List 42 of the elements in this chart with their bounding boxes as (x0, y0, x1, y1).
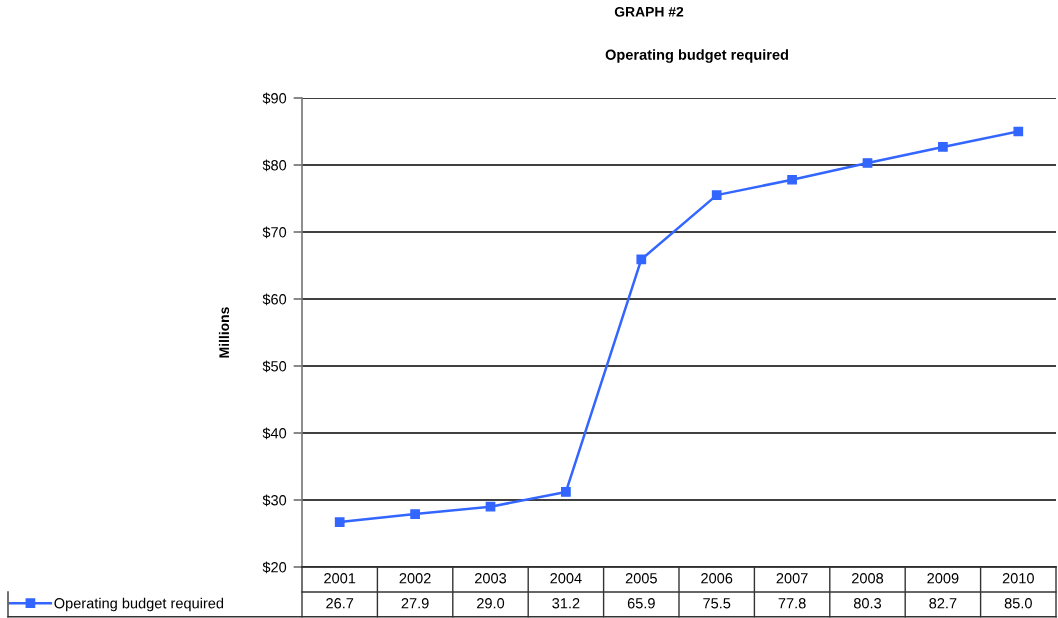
y-tick-label: $50 (262, 360, 287, 373)
data-label: 77.8 (778, 598, 806, 609)
x-tick-label: 2010 (1002, 573, 1034, 584)
x-tick-label: 2002 (399, 573, 431, 584)
y-axis-title: Millions (218, 307, 230, 358)
point (938, 142, 948, 152)
point (334, 517, 345, 527)
data-label: 85.0 (1004, 598, 1032, 609)
point (787, 174, 797, 185)
y-tick-label: $60 (262, 293, 287, 306)
y-tick-label: $40 (262, 427, 287, 440)
data-label: 65.9 (627, 598, 655, 609)
point (561, 487, 571, 497)
data-label: 82.7 (929, 598, 957, 609)
y-tick-label: $90 (262, 92, 287, 105)
point (410, 509, 420, 519)
x-tick-label: 2007 (776, 573, 808, 584)
point (1013, 126, 1024, 137)
chart-subtitle: Operating budget required (605, 49, 789, 63)
data-label: 75.5 (703, 598, 731, 609)
data-label: 26.7 (326, 598, 354, 609)
point (485, 501, 496, 512)
point (636, 254, 647, 265)
data-label: 31.2 (552, 598, 580, 609)
x-tick-label: 2006 (701, 573, 733, 584)
point (711, 190, 722, 201)
y-tick-label: $70 (262, 226, 287, 239)
data-label: 80.3 (853, 598, 882, 609)
y-tick-label: $20 (262, 561, 287, 574)
point (862, 158, 873, 168)
x-tick-label: 2001 (324, 573, 356, 584)
x-tick-label: 2003 (475, 573, 507, 584)
x-tick-label: 2008 (852, 573, 884, 584)
x-tick-label: 2009 (927, 573, 959, 584)
x-tick-label: 2004 (550, 573, 582, 584)
chart-title: GRAPH #2 (614, 6, 684, 17)
legend-label: Operating budget required (54, 597, 224, 612)
x-tick-label: 2005 (625, 573, 657, 584)
data-label: 29.0 (477, 598, 505, 609)
y-tick-label: $30 (262, 494, 287, 507)
data-label: 27.9 (401, 598, 429, 609)
y-tick-label: $80 (262, 159, 287, 172)
